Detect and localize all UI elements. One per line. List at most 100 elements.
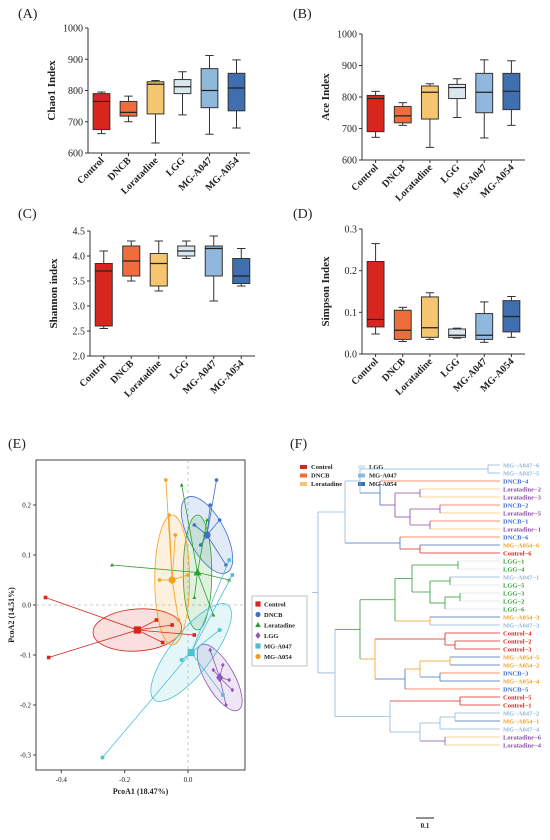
leaf-label: LGG−5 (503, 583, 525, 590)
leaf-label: MG−A054−1 (503, 719, 539, 726)
y-tick-label: 4.0 (73, 252, 86, 263)
point-Loratadine (227, 577, 232, 582)
pcoa-legend: Control DNCB Loratadine LGG MG-A047 MG-A054 (251, 595, 308, 667)
leaf-label: Loratadine−5 (503, 511, 542, 518)
spoke-MG-A047 (190, 574, 233, 653)
box-Loratadine (420, 296, 439, 338)
spoke-MG-A047 (190, 559, 230, 653)
legend-swatch (300, 465, 307, 469)
centroid-Control (133, 626, 141, 634)
y-tick-label: 0.3 (345, 225, 358, 236)
y-axis-label: Simpson Index (320, 256, 332, 327)
y-tick-label: 900 (342, 61, 357, 72)
point-MG-A054 (157, 578, 162, 582)
legend-label: DNCB (311, 473, 330, 480)
leaf-label: LGG−6 (503, 607, 525, 614)
legend-label: LGG (369, 464, 383, 471)
leaf-label: DNCB−4 (503, 479, 529, 486)
y-axis-label: Shannon index (48, 258, 60, 329)
box-Control (92, 93, 111, 131)
x-tick-label: LGG (439, 356, 463, 380)
legend-marker (255, 643, 261, 649)
panel-letter: (D) (293, 207, 313, 222)
spoke-DNCB (206, 504, 211, 536)
point-Control (160, 640, 165, 645)
leaf-label: Loratadine−3 (503, 495, 542, 502)
leaf-label: DNCB−6 (503, 535, 529, 542)
spoke-Control (48, 629, 138, 658)
y-tick-label: 0.2 (22, 502, 31, 510)
box-Loratadine (420, 85, 439, 120)
x-tick-label: LGG (439, 162, 463, 186)
x-tick-label: Control (349, 356, 380, 387)
box-Control (94, 263, 113, 327)
leaf-label: Control−2 (503, 639, 532, 646)
point-Control (43, 595, 48, 600)
spoke-MG-A054 (168, 514, 173, 581)
panel-letter: (B) (293, 7, 312, 22)
spoke-Loratadine (197, 519, 208, 573)
legend-marker (255, 632, 261, 639)
spoke-MG-A054 (171, 534, 176, 581)
x-tick-label: Control (349, 162, 380, 193)
box-MG-A047 (200, 68, 219, 109)
leaf-label: MG−A047−3 (503, 623, 540, 630)
box-MG-A054 (227, 72, 246, 112)
legend-label: LGG (264, 633, 278, 640)
y-axis-label: PcoA2 (14.51%) (7, 587, 16, 643)
spoke-MG-A047 (190, 652, 224, 696)
x-tick-label: -0.4 (56, 776, 68, 784)
point-MG-A054 (186, 573, 190, 577)
y-tick-label: 800 (342, 93, 357, 104)
point-MG-A047 (221, 693, 225, 697)
legend-swatch (300, 473, 307, 478)
point-Loratadine (192, 595, 197, 599)
leaf-label: LGG−3 (503, 591, 525, 598)
legend-label: Loratadine (311, 481, 342, 488)
spoke-LGG (219, 677, 227, 706)
legend-label: MG-A047 (369, 473, 398, 480)
x-tick-label: Control (78, 358, 109, 389)
x-tick-label: LGG (164, 155, 188, 179)
y-tick-label: 1000 (63, 24, 83, 35)
panel-letter: (A) (18, 7, 38, 22)
y-tick-label: 600 (342, 156, 357, 167)
spoke-MG-A047 (190, 629, 220, 653)
legend-label: MG-A054 (264, 654, 293, 661)
leaf-label: Loratadine−6 (503, 735, 542, 742)
box-DNCB (393, 309, 412, 340)
spoke-LGG (209, 649, 221, 678)
leaf-label: MG−A047−4 (503, 727, 540, 734)
y-tick-label: 3.5 (73, 277, 86, 288)
leaf-label: Control−6 (503, 551, 532, 558)
legend-label: Loratadine (264, 623, 295, 630)
y-tick-label: 2.0 (73, 352, 86, 363)
point-MG-A054 (167, 513, 171, 517)
spoke-Control (137, 629, 163, 643)
spoke-LGG (219, 677, 233, 691)
box-Loratadine (146, 81, 165, 115)
point-LGG (221, 662, 225, 668)
legend-label: Control (264, 602, 286, 609)
spoke-Loratadine (181, 484, 198, 573)
leaf-label: MG−A054−6 (503, 543, 540, 550)
legend-label: Control (311, 464, 333, 471)
y-tick-label: 700 (68, 117, 83, 128)
legend-swatch (358, 465, 365, 469)
spoke-Loratadine (193, 572, 198, 598)
centroid-MG-A054 (168, 576, 176, 584)
leaf-label: MG−A054−4 (503, 679, 540, 686)
x-tick-label: Control (75, 155, 106, 186)
leaf-label: DNCB−5 (503, 687, 529, 694)
leaf-label: MG−A047−5 (503, 471, 540, 478)
y-tick-label: -0.2 (20, 702, 32, 710)
legend-label: MG-A047 (264, 644, 293, 651)
point-Loratadine (179, 482, 184, 487)
y-tick-label: 600 (68, 149, 83, 160)
box-Loratadine (149, 253, 168, 287)
y-tick-label: 700 (342, 124, 357, 135)
